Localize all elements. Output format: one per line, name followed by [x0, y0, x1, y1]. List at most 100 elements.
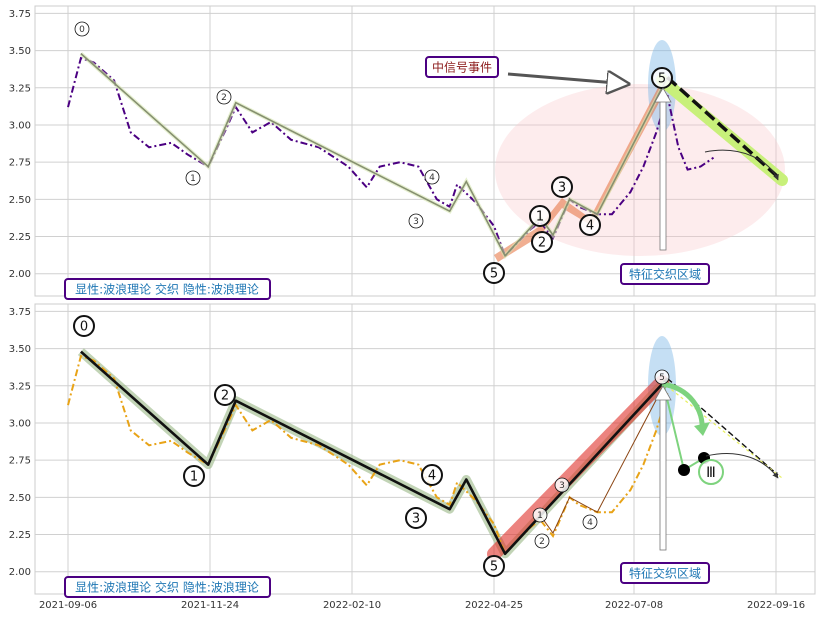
bottom-marker-circle — [483, 555, 505, 577]
x-tick-label: 2022-09-16 — [747, 600, 805, 611]
top-marker-label: 4 — [429, 173, 435, 183]
bottom-y-tick-labels: 2.00 2.25 2.50 2.75 3.00 3.25 3.50 3.75 — [9, 307, 31, 578]
top-marker-label: 5 — [490, 267, 498, 282]
top-marker-circle — [216, 89, 232, 105]
top-marker-label: 3 — [558, 181, 566, 196]
bottom-chart-panel: 2.00 2.25 2.50 2.75 3.00 3.25 3.50 3.75 2021-09… — [9, 303, 816, 611]
bottom-projection-band — [661, 381, 783, 479]
top-marker-label: 1 — [190, 174, 196, 184]
signal-annotation-text: 中信号事件 — [432, 60, 492, 75]
y-tick-label: 2.50 — [9, 195, 31, 206]
bottom-marker-circle — [73, 315, 95, 337]
top-curve-arrow — [704, 149, 779, 181]
top-region-annotation: 特征交织区域 — [620, 263, 710, 285]
bottom-marker-label: 5 — [659, 373, 665, 383]
bottom-marker-circle — [532, 507, 548, 523]
top-marker-label: 4 — [586, 219, 594, 234]
bottom-marker-circle — [554, 477, 570, 493]
top-marker-label: 0 — [79, 25, 85, 35]
top-region-annotation-text: 特征交织区域 — [629, 267, 701, 282]
top-region-arrow-head — [654, 87, 672, 103]
x-tick-label: 2022-07-08 — [605, 600, 663, 611]
y-tick-label: 3.75 — [9, 9, 31, 20]
bottom-marker-label: 2 — [539, 537, 545, 547]
bottom-marker-circle — [183, 465, 205, 487]
y-tick-label: 3.50 — [9, 344, 31, 355]
x-tick-label: 2022-02-10 — [323, 600, 381, 611]
bottom-marker-circle — [698, 459, 724, 485]
y-tick-label: 3.00 — [9, 418, 31, 429]
bottom-wave-line — [80, 350, 669, 556]
top-marker-label: 1 — [536, 210, 544, 225]
y-tick-label: 2.25 — [9, 232, 31, 243]
bottom-wave-markers: 0 1 2 3 4 5 1 2 3 4 5 Ⅲ — [73, 315, 724, 577]
bottom-marker-label: 4 — [428, 469, 436, 484]
bottom-marker-circle — [582, 514, 598, 530]
top-region-arrow-shaft — [659, 97, 667, 251]
x-tick-label: 2022-04-25 — [465, 600, 523, 611]
bottom-marker-label: 5 — [490, 560, 498, 575]
bottom-marker-label: 1 — [190, 470, 198, 485]
top-wave-markers: 0 1 2 3 4 5 1 2 3 4 5 — [74, 21, 673, 284]
bottom-plot-frame — [34, 303, 816, 595]
top-y-tick-labels: 2.00 2.25 2.50 2.75 3.00 3.25 3.50 3.75 — [9, 9, 31, 280]
y-tick-label: 2.75 — [9, 456, 31, 467]
bottom-projection-line — [666, 377, 779, 476]
top-projection-line — [666, 76, 780, 179]
top-marker-circle — [185, 170, 201, 186]
y-tick-label: 2.00 — [9, 567, 31, 578]
x-tick-labels: 2021-09-06 2021-11-24 2022-02-10 2022-04-25… — [39, 600, 805, 611]
bottom-marker-label: 4 — [587, 518, 593, 528]
top-marker-label: 2 — [221, 93, 227, 103]
x-tick-label: 2021-09-06 — [39, 600, 97, 611]
bottom-region-arrow-head — [654, 385, 672, 401]
top-plot-frame — [34, 5, 816, 297]
top-marker-circle — [651, 67, 673, 89]
bottom-price-line — [67, 354, 669, 556]
bottom-region-annotation: 特征交织区域 — [620, 562, 710, 584]
bottom-marker-circle — [534, 533, 550, 549]
y-tick-label: 2.75 — [9, 158, 31, 169]
top-price-line — [67, 56, 715, 258]
top-marker-circle — [579, 214, 601, 236]
signal-annotation: 中信号事件 — [425, 56, 499, 78]
bottom-legend-text: 显性:波浪理论 交织 隐性:波浪理论 — [75, 580, 259, 595]
bottom-impulse-band — [487, 375, 669, 561]
top-chart-panel: 2.00 2.25 2.50 2.75 3.00 3.25 3.50 3.75 0 1 2 3 4 5 1… — [9, 5, 816, 300]
y-tick-label: 2.00 — [9, 269, 31, 280]
y-tick-label: 3.25 — [9, 381, 31, 392]
bottom-marker-label: 2 — [221, 389, 229, 404]
top-marker-circle — [531, 231, 553, 253]
top-legend-text: 显性:波浪理论 交织 隐性:波浪理论 — [75, 282, 259, 297]
bottom-region-arrow-shaft — [659, 395, 667, 551]
bottom-marker-label: 0 — [80, 320, 88, 335]
top-wave-shadow — [79, 52, 670, 260]
x-tick-label: 2021-11-24 — [181, 600, 239, 611]
top-marker-circle — [74, 21, 90, 37]
green-arrow-head — [694, 422, 710, 436]
bottom-marker-label: 1 — [537, 511, 543, 521]
y-tick-label: 3.75 — [9, 307, 31, 318]
y-tick-label: 2.50 — [9, 493, 31, 504]
bottom-marker-circle — [405, 507, 427, 529]
top-marker-label: 3 — [413, 217, 419, 227]
black-dot-a — [678, 464, 690, 476]
y-tick-label: 3.25 — [9, 83, 31, 94]
top-marker-circle — [408, 213, 424, 229]
top-marker-circle — [483, 262, 505, 284]
bottom-marker-circle — [421, 464, 443, 486]
bottom-curve-arrow — [705, 452, 779, 479]
bottom-marker-label: Ⅲ — [706, 465, 716, 481]
y-tick-label: 3.00 — [9, 120, 31, 131]
bottom-marker-circle — [214, 384, 236, 406]
bottom-legend: 显性:波浪理论 交织 隐性:波浪理论 — [64, 576, 271, 598]
bottom-region-annotation-text: 特征交织区域 — [629, 566, 701, 581]
top-legend: 显性:波浪理论 交织 隐性:波浪理论 — [64, 278, 271, 300]
bottom-marker-circle — [654, 369, 670, 385]
top-marker-label: 5 — [658, 72, 666, 87]
top-marker-circle — [424, 169, 440, 185]
y-tick-label: 3.50 — [9, 46, 31, 57]
bottom-marker-label: 3 — [412, 512, 420, 527]
top-marker-circle — [529, 205, 551, 227]
